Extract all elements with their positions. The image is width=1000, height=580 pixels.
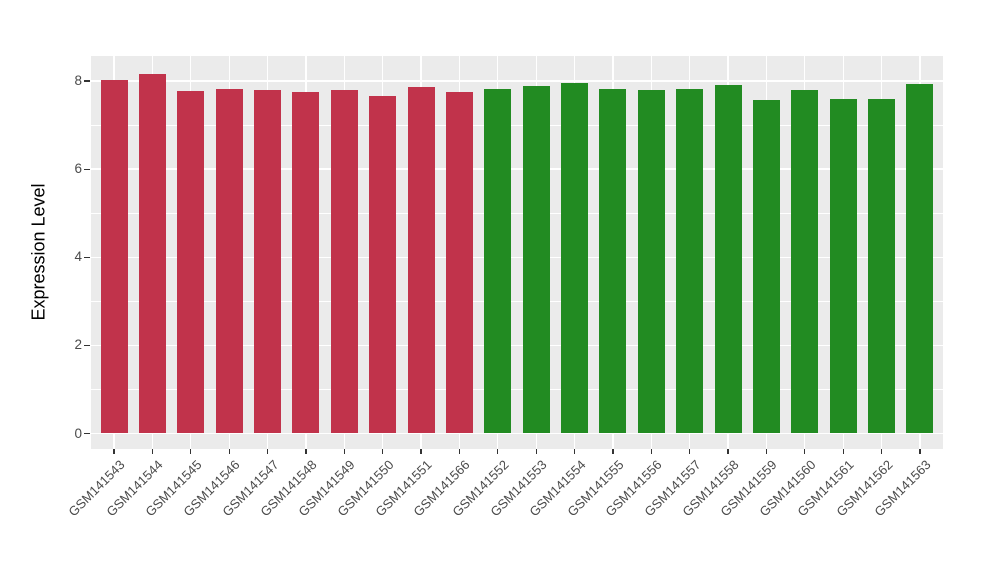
- minor-gridline: [91, 389, 943, 390]
- x-tick-mark: [305, 449, 307, 454]
- y-tick-label: 6: [74, 161, 82, 177]
- bar-GSM141553: [522, 85, 550, 434]
- y-tick-label: 4: [74, 249, 82, 265]
- y-tick-label: 0: [74, 425, 82, 441]
- x-tick-mark: [919, 449, 921, 454]
- bar-GSM141556: [637, 90, 665, 434]
- bar-GSM141560: [791, 90, 819, 434]
- plot-panel: [91, 56, 943, 449]
- x-tick-mark: [804, 449, 806, 454]
- x-tick-mark: [765, 449, 768, 454]
- x-tick-mark: [727, 449, 729, 454]
- x-tick-mark: [458, 449, 461, 454]
- x-tick-mark: [382, 449, 384, 454]
- bar-GSM141546: [215, 88, 243, 434]
- bar-GSM141563: [906, 83, 934, 434]
- x-tick-mark: [689, 449, 691, 454]
- bar-GSM141551: [407, 86, 435, 434]
- bar-GSM141549: [330, 89, 358, 434]
- bar-GSM141548: [292, 92, 320, 434]
- minor-gridline: [91, 300, 943, 302]
- x-tick-mark: [573, 449, 576, 454]
- x-tick-mark: [880, 449, 883, 454]
- x-tick-mark: [266, 449, 269, 454]
- x-tick-mark: [612, 449, 614, 454]
- x-tick-mark: [535, 449, 537, 454]
- bar-GSM141543: [100, 80, 128, 434]
- bar-GSM141561: [829, 98, 857, 434]
- major-gridline: [91, 256, 943, 258]
- bar-GSM141552: [484, 89, 512, 434]
- y-tick-mark: [84, 344, 90, 346]
- y-tick-mark: [84, 168, 90, 170]
- major-gridline: [91, 80, 943, 82]
- x-tick-mark: [343, 449, 345, 454]
- bar-GSM141547: [254, 90, 282, 434]
- bar-GSM141562: [868, 98, 896, 434]
- y-tick-label: 8: [74, 73, 82, 89]
- x-tick-mark: [420, 449, 422, 454]
- bar-GSM141544: [138, 74, 166, 434]
- x-tick-mark: [497, 449, 499, 454]
- bar-GSM141550: [369, 95, 397, 434]
- major-gridline: [91, 432, 943, 435]
- x-tick-mark: [842, 449, 844, 454]
- minor-gridline: [91, 212, 943, 214]
- y-tick-mark: [84, 80, 90, 82]
- major-gridline: [91, 168, 943, 170]
- major-gridline: [91, 344, 943, 347]
- x-tick-mark: [190, 449, 192, 454]
- minor-gridline: [91, 124, 943, 126]
- y-tick-mark: [84, 432, 90, 435]
- x-tick-mark: [113, 449, 115, 454]
- y-tick-mark: [84, 256, 90, 258]
- bar-GSM141557: [676, 89, 704, 434]
- bar-GSM141558: [714, 85, 742, 434]
- x-tick-mark: [151, 449, 153, 454]
- bar-GSM141555: [599, 88, 627, 434]
- x-tick-mark: [650, 449, 652, 454]
- bar-GSM141554: [561, 82, 589, 434]
- bar-GSM141545: [177, 91, 205, 434]
- y-tick-label: 2: [74, 337, 82, 353]
- bar-GSM141566: [445, 91, 473, 434]
- x-tick-mark: [228, 449, 230, 454]
- bar-GSM141559: [752, 99, 780, 434]
